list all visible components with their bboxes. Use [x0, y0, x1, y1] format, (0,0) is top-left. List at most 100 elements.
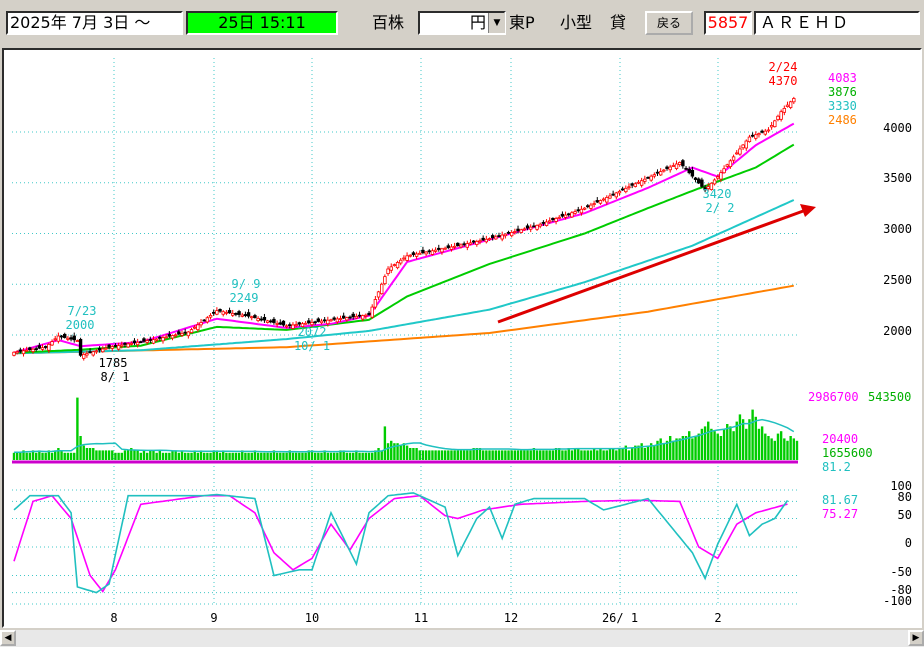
volume-bar — [380, 450, 383, 460]
candle-body — [164, 336, 168, 339]
candle-body — [719, 172, 723, 180]
candle-body — [47, 343, 51, 351]
candle-body — [754, 134, 758, 139]
volume-bar — [95, 450, 98, 460]
volume-bar — [443, 450, 447, 460]
candle-body — [34, 348, 38, 351]
candle-body — [658, 171, 663, 176]
volume-bar — [351, 452, 355, 460]
candle-body — [471, 240, 476, 243]
volume-bar — [383, 426, 387, 460]
candle-body — [620, 188, 625, 191]
volume-bar — [719, 436, 723, 460]
volume-bar — [174, 450, 177, 460]
candle-body — [747, 136, 752, 143]
horizontal-scrollbar[interactable]: ◀ ▶ — [0, 630, 924, 647]
volume-bar — [130, 448, 133, 460]
volume-bar — [183, 452, 187, 460]
volume-bar — [288, 450, 291, 460]
volume-bar — [263, 452, 266, 460]
candle-body — [113, 345, 118, 347]
price-tick-4000: 4000 — [883, 121, 912, 135]
volume-bar — [161, 452, 165, 460]
volume-bar — [44, 452, 47, 460]
candle-body — [234, 313, 238, 315]
volume-bar — [713, 431, 716, 460]
candle-body — [586, 205, 590, 208]
candle-body — [161, 337, 165, 342]
volume-bar — [754, 416, 757, 460]
volume-bar — [409, 448, 412, 460]
volume-bar — [551, 450, 555, 460]
candle-body — [582, 207, 587, 210]
volume-bar — [649, 443, 653, 460]
candle-body — [611, 193, 615, 196]
back-button[interactable]: 戻る — [645, 11, 693, 35]
ma-long-line — [13, 199, 795, 355]
end-date-field[interactable]: 25日 15:11 — [186, 11, 338, 35]
candle-body — [411, 252, 416, 255]
candle-body — [446, 245, 450, 248]
candle-body — [69, 337, 73, 340]
candle-body — [44, 346, 48, 348]
volume-bar — [602, 450, 605, 460]
candle-body — [275, 322, 279, 325]
candle-body — [173, 334, 178, 337]
stock-code-field[interactable]: 5857 — [704, 11, 752, 35]
volume-bar — [355, 450, 358, 460]
candle-body — [24, 349, 29, 352]
volume-bar — [168, 452, 171, 460]
chevron-down-icon[interactable]: ▼ — [488, 13, 505, 33]
date-range-field[interactable]: 2025年 7月 3日 ～ — [6, 11, 183, 35]
legend-price-last: 4083 — [828, 71, 857, 85]
volume-average-line — [14, 418, 795, 453]
volume-bar — [282, 452, 285, 460]
candle-body — [196, 324, 200, 331]
osc-tick-minus80: -80 — [890, 583, 912, 597]
volume-bar — [399, 445, 402, 460]
volume-bar — [577, 448, 580, 460]
volume-bar — [38, 450, 41, 460]
volume-bar — [710, 428, 713, 460]
candle-body — [110, 346, 114, 349]
candle-body — [449, 246, 454, 250]
volume-bar — [98, 450, 101, 460]
volume-bar — [751, 409, 754, 460]
volume-bar — [304, 452, 307, 460]
candle-body — [272, 318, 276, 323]
volume-bar — [548, 450, 551, 460]
volume-bar — [672, 440, 675, 460]
volume-bar — [507, 450, 510, 460]
candle-body — [15, 351, 19, 354]
volume-bar — [786, 440, 789, 460]
candle-body — [370, 306, 374, 318]
candle-body — [145, 340, 149, 343]
candle-body — [364, 314, 368, 317]
volume-bar — [415, 448, 418, 460]
candle-body — [782, 108, 787, 113]
candle-body — [139, 341, 143, 344]
volume-bar — [164, 452, 168, 460]
annotation-0801-date: 8/ 1 — [101, 370, 130, 384]
volume-bar — [516, 450, 520, 460]
volume-ma-label: 1655600 — [822, 446, 873, 460]
candle-body — [716, 176, 720, 179]
candle-body — [639, 180, 644, 186]
volume-bar — [111, 450, 114, 460]
volume-bar — [586, 450, 589, 460]
volume-bar — [605, 450, 608, 460]
volume-bar — [485, 450, 488, 460]
volume-bar — [275, 452, 279, 460]
candle-body — [652, 174, 657, 177]
volume-bar — [478, 448, 482, 460]
volume-bar — [92, 448, 95, 460]
candle-body — [259, 318, 263, 321]
price-tick-3500: 3500 — [883, 171, 912, 185]
scroll-left-icon[interactable]: ◀ — [0, 630, 16, 646]
volume-bar — [320, 452, 323, 460]
osc-tick-100: 100 — [890, 479, 912, 493]
candle-body — [269, 320, 273, 323]
scroll-right-icon[interactable]: ▶ — [908, 630, 924, 646]
volume-bar — [764, 433, 767, 460]
candle-body — [189, 329, 194, 333]
